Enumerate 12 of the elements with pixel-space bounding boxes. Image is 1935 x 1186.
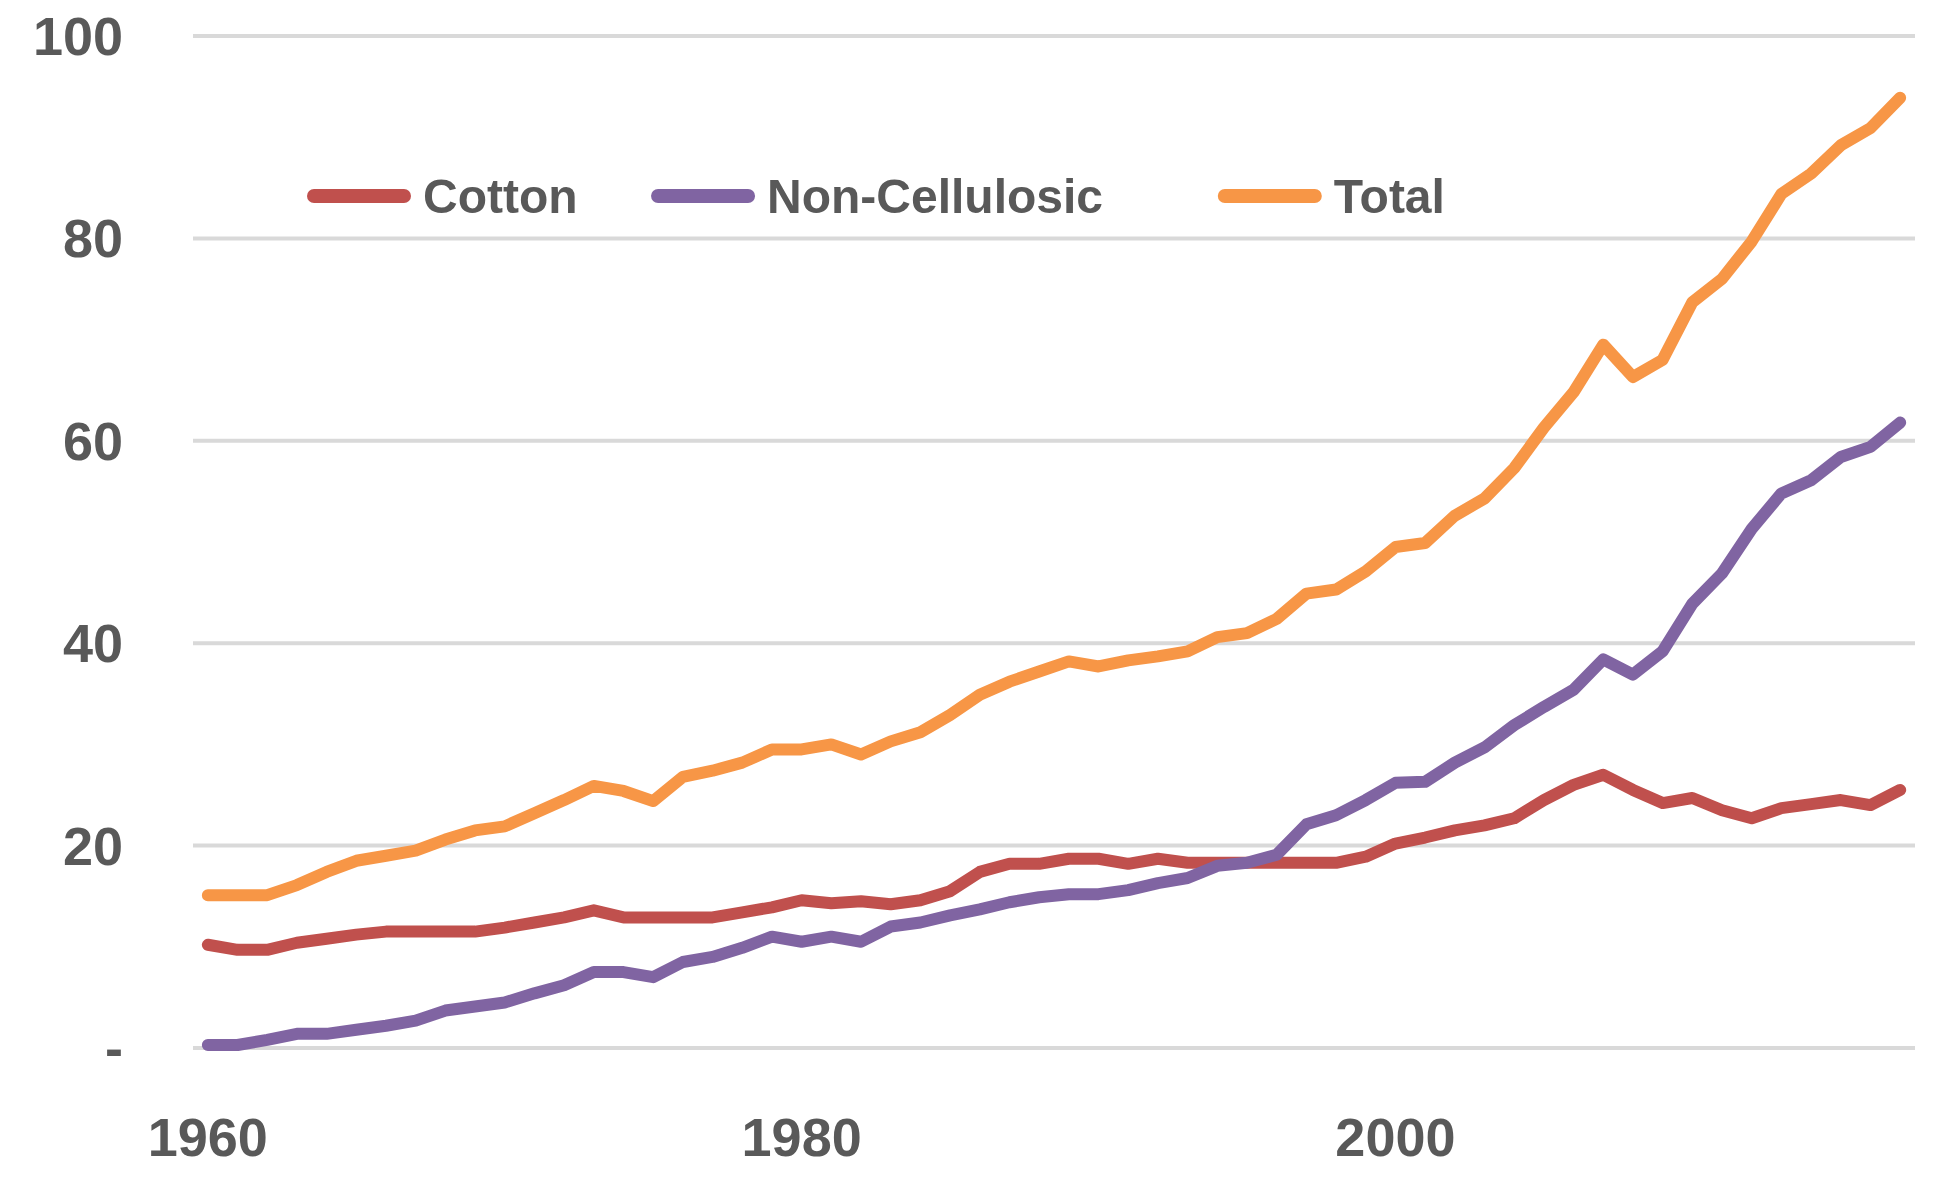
y-tick-label: - — [105, 1017, 123, 1078]
y-tick-label: 80 — [62, 208, 123, 269]
y-tick-label: 40 — [62, 613, 123, 674]
legend-label: Total — [1333, 169, 1445, 223]
x-tick-label: 1960 — [147, 1107, 268, 1167]
legend-label: Non-Cellulosic — [767, 169, 1104, 223]
x-tick-label: 2000 — [1335, 1107, 1456, 1167]
legend-label: Cotton — [423, 169, 578, 223]
x-tick-label: 1980 — [741, 1107, 862, 1167]
y-tick-label: 100 — [32, 5, 123, 66]
y-tick-label: 20 — [62, 815, 123, 876]
y-tick-label: 60 — [62, 410, 123, 471]
